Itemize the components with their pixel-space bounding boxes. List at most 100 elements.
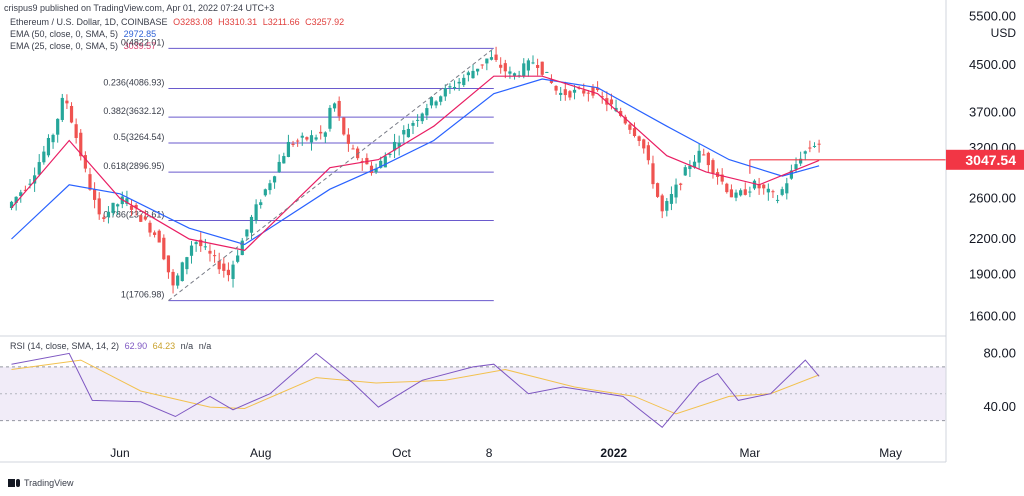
rsi-lines [11,352,820,428]
candle-body [291,143,295,145]
candlestick-series [9,46,821,294]
candle-body [688,165,692,170]
price-tick-label: 1600.00 [969,308,1016,323]
candle-body [74,124,78,138]
candle-body [443,88,447,97]
fib-level-label: 0.786(2373.61) [103,209,164,219]
time-tick-label: 2022 [600,446,627,460]
candle-body [402,130,406,135]
candle-body [79,132,83,157]
candle-body [33,175,37,184]
time-tick-label: Mar [740,446,761,460]
candle-body [236,255,240,262]
candle-body [425,108,429,116]
candle-body [531,62,535,64]
candle-body [14,196,18,203]
candle-body [383,156,387,168]
candle-body [757,184,761,189]
candle-body [263,189,267,196]
candle-body [526,60,530,71]
candle-body [655,183,660,197]
candle-body [226,269,231,276]
candle-body [249,216,254,233]
candle-body [669,193,674,204]
candle-body [282,156,286,164]
candle-body [808,147,812,149]
candle-body [28,183,32,185]
candle-body [332,103,337,109]
candle-body [619,110,623,117]
candle-body [702,154,706,156]
time-tick-label: May [879,446,902,460]
candle-body [549,79,554,83]
candle-body [56,118,60,135]
candle-body [434,101,438,106]
candle-body [19,192,23,197]
candle-body [171,271,175,286]
candle-body [665,201,669,211]
rsi-ma-line [11,359,820,415]
candle-body [411,123,415,126]
candle-body [208,250,212,254]
candle-body [743,189,747,195]
fibonacci-retracement[interactable]: 0(4822.01) 0.236(4086.93) 0.382(3632.12) 0.… [103,37,494,302]
time-tick-label: Oct [392,446,411,460]
candle-body [268,183,272,191]
candle-body [600,96,604,98]
candle-body [185,257,189,270]
candle-body [277,161,281,173]
ema25-line [11,75,820,251]
candle-body [286,141,291,157]
candle-body [69,105,74,123]
candle-body [476,68,480,72]
candle-body [480,64,484,66]
candle-body [346,134,351,144]
candle-body [46,137,51,156]
candle-body [97,198,101,215]
rsi-legend: RSI (14, close, SMA, 14, 2) 62.90 64.23 … [10,341,214,351]
candle-body [637,136,641,141]
ema50-legend: EMA (50, close, 0, SMA, 5) 2972.85 [10,29,159,39]
candle-body [166,255,171,273]
candle-body [697,150,701,163]
na-value-1: n/a [180,341,194,351]
candle-body [563,89,567,96]
candle-body [406,128,410,138]
candle-body [545,71,549,73]
candle-body [111,202,115,214]
candle-body [812,145,817,147]
candle-body [448,86,452,88]
candle-body [176,275,180,286]
candle-body [646,145,650,161]
time-tick-label: Jun [110,446,129,460]
candle-body [217,260,221,270]
candle-body [452,86,457,89]
candle-body [245,229,249,237]
candle-body [240,240,244,256]
candle-body [725,183,729,193]
candle-body [609,99,614,105]
annotations[interactable] [168,47,946,301]
price-tick-label: 3700.00 [969,105,1016,120]
open-value: O3283.08 [173,17,213,27]
candle-body [651,163,655,185]
candle-body [623,116,627,124]
candle-body [134,204,138,209]
candle-body [762,184,766,189]
candle-body [674,184,678,198]
candle-body [766,188,770,193]
candle-body [369,165,374,174]
candle-body [628,124,632,130]
candle-body [337,100,341,117]
ema25-value: 3039.57 [123,41,157,51]
candle-body [323,132,327,137]
candle-body [314,137,318,140]
candle-body [420,113,424,122]
candle-body [37,162,41,175]
na-value-2: n/a [198,341,212,351]
candle-body [319,131,323,134]
price-tick-label: 2200.00 [969,231,1016,246]
candle-body [379,160,383,168]
candle-body [388,153,392,156]
